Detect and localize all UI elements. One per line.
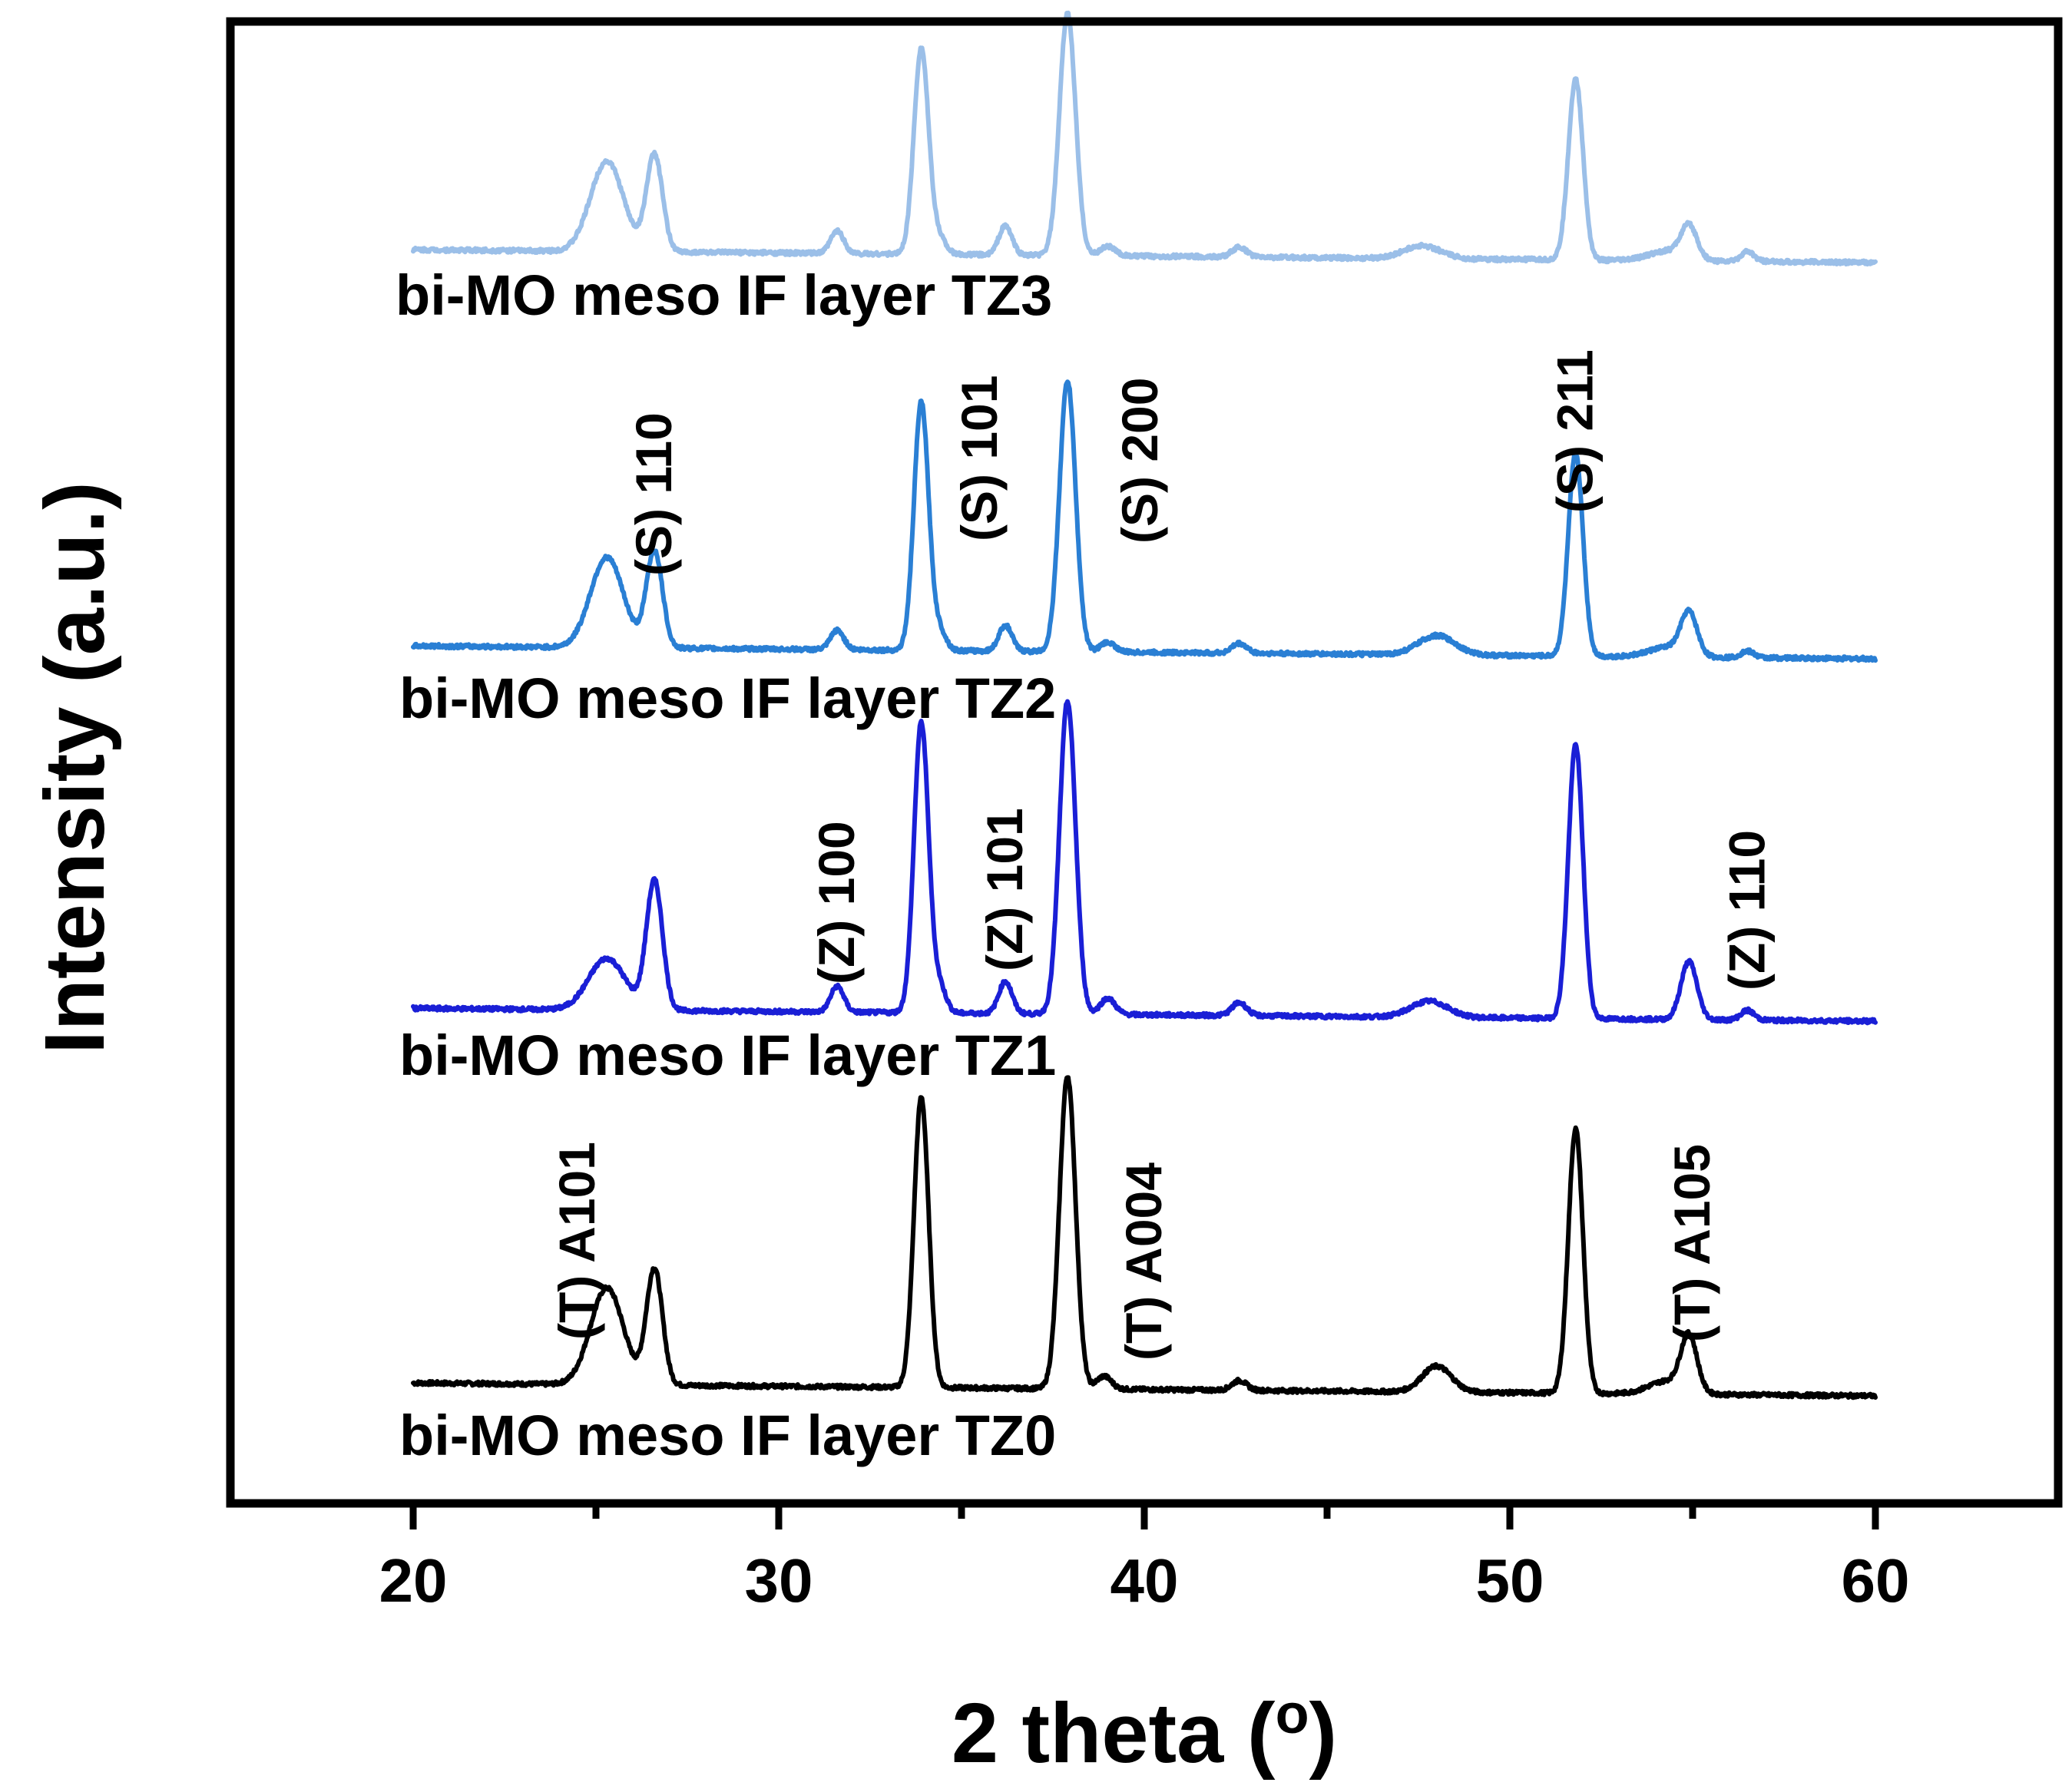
peak-annotation: (S) 200 (1111, 378, 1168, 544)
x-tick-label: 20 (379, 1546, 448, 1615)
peak-annotation: (Z) 101 (976, 808, 1033, 971)
x-tick-label: 50 (1476, 1546, 1544, 1615)
peak-annotation: (Z) 110 (1718, 830, 1775, 990)
series-label-tz0: bi-MO meso IF layer TZ0 (399, 1404, 1056, 1467)
peak-annotation: (S) 110 (625, 412, 682, 576)
series-traces (411, 10, 1878, 1400)
annotations: bi-MO meso IF layer TZ0 bi-MO meso IF lay… (396, 263, 1775, 1467)
series-line-tz1 (411, 699, 1878, 1026)
x-axis-label: 2 theta (o) (952, 1684, 1337, 1781)
x-tick-label: 40 (1110, 1546, 1179, 1615)
series-line-tz2 (411, 379, 1878, 663)
series-label-tz3: bi-MO meso IF layer TZ3 (396, 263, 1052, 327)
peak-annotation: (T) A101 (548, 1142, 605, 1340)
x-tick-label: 30 (745, 1546, 813, 1615)
peak-annotation: (T) A004 (1115, 1162, 1172, 1361)
peak-annotation: (Z) 100 (808, 821, 865, 984)
peak-annotation: (S) 101 (951, 375, 1008, 541)
peak-annotation: (T) A105 (1663, 1144, 1720, 1342)
series-line-tz0 (411, 1075, 1878, 1400)
y-axis-label: Intensity (a.u.) (28, 481, 122, 1054)
peak-annotation: (S) 211 (1547, 349, 1604, 513)
series-label-tz2: bi-MO meso IF layer TZ2 (399, 666, 1056, 730)
series-label-tz1: bi-MO meso IF layer TZ1 (399, 1023, 1056, 1087)
series-line-tz3 (411, 10, 1878, 267)
x-ticks: 20 30 40 50 60 (379, 1503, 1910, 1615)
x-tick-label: 60 (1842, 1546, 1910, 1615)
